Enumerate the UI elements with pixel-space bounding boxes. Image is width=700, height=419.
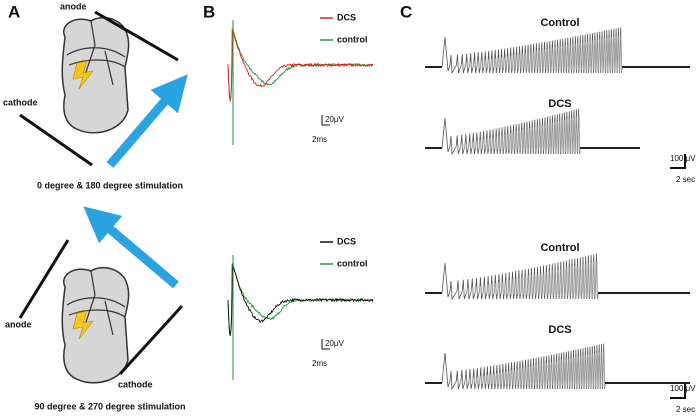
anode-label: anode — [5, 319, 32, 329]
panel-label: A — [8, 2, 20, 21]
caption: 90 degree & 270 degree stimulation — [34, 401, 185, 411]
trace — [227, 263, 374, 335]
brain-outline — [61, 266, 130, 384]
scale-y: 20μV — [325, 115, 345, 124]
legend-label: DCS — [337, 12, 356, 22]
cathode-label: cathode — [3, 97, 38, 107]
scale-bar — [321, 339, 330, 350]
burst-fill — [448, 261, 598, 297]
bolt — [72, 60, 94, 90]
scale-bar — [670, 384, 686, 399]
anode-label: anode — [60, 1, 87, 11]
trace-title: Control — [540, 17, 579, 29]
brain-detail — [66, 20, 126, 86]
scale-bar — [321, 115, 330, 126]
scale-bar — [670, 154, 686, 169]
brain-detail — [66, 270, 126, 336]
panel-label: C — [400, 2, 412, 21]
burst-fill — [448, 35, 622, 71]
cathode-label: cathode — [118, 379, 153, 389]
scale-x: 2 sec — [676, 405, 695, 414]
scale-y: 20μV — [325, 339, 345, 348]
brain — [61, 16, 130, 134]
scale-x: 2ms — [312, 135, 327, 144]
scale-x: 2ms — [312, 359, 327, 368]
scale-y: 100 μV — [670, 154, 696, 163]
panel-label: B — [203, 2, 215, 21]
legend-label: DCS — [337, 236, 356, 246]
electrode — [18, 239, 70, 319]
legend-label: control — [337, 34, 368, 44]
legend-label: control — [337, 258, 368, 268]
trace-title: DCS — [548, 324, 571, 336]
brain — [61, 266, 130, 384]
caption: 0 degree & 180 degree stimulation — [37, 180, 183, 190]
scale-y: 100 μV — [670, 384, 696, 393]
electrode — [94, 10, 179, 62]
trace-title: Control — [540, 242, 579, 254]
field-arrow — [83, 206, 179, 289]
electrode — [118, 304, 184, 376]
field-arrow — [106, 74, 188, 168]
scale-x: 2 sec — [676, 175, 695, 184]
trace — [227, 263, 374, 337]
burst-fill — [448, 351, 605, 387]
electrode — [19, 113, 93, 167]
trace — [227, 28, 374, 101]
bolt — [72, 310, 94, 340]
brain-outline — [61, 16, 130, 134]
burst-fill — [448, 116, 580, 152]
trace-title: DCS — [548, 98, 571, 110]
